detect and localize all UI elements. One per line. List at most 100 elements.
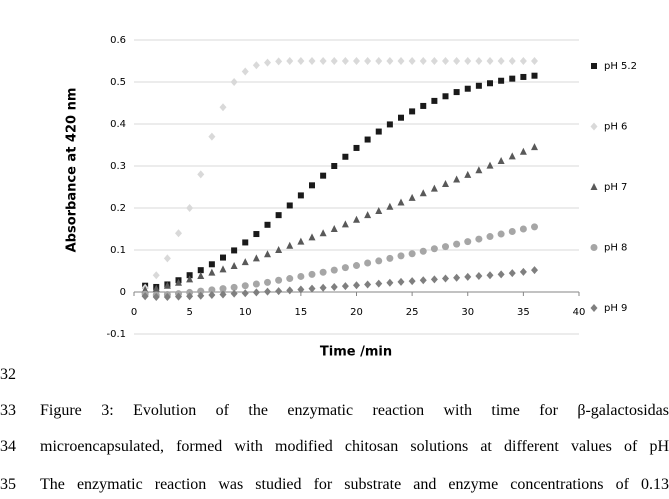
data-point xyxy=(475,57,483,65)
data-point xyxy=(430,245,438,253)
data-point xyxy=(497,230,505,238)
data-point xyxy=(475,272,483,281)
data-point xyxy=(230,283,238,291)
data-point xyxy=(397,57,405,65)
data-point xyxy=(197,170,205,179)
legend-label: pH 5.2 xyxy=(604,61,637,72)
data-point xyxy=(419,276,427,285)
data-point xyxy=(252,288,260,297)
x-tick-label: 20 xyxy=(350,307,363,318)
data-point xyxy=(442,93,449,100)
data-point xyxy=(320,172,327,179)
data-point xyxy=(519,267,527,276)
data-point xyxy=(331,163,338,169)
data-point xyxy=(353,281,360,290)
data-point xyxy=(141,292,149,301)
data-point xyxy=(330,57,338,65)
data-point xyxy=(364,211,372,219)
data-point xyxy=(364,259,372,267)
data-point xyxy=(531,223,538,231)
data-point xyxy=(186,204,194,212)
data-point xyxy=(531,266,538,275)
x-tick-label: 30 xyxy=(461,307,474,318)
data-point xyxy=(197,272,205,280)
data-point xyxy=(330,225,338,232)
data-point xyxy=(342,153,349,160)
data-point xyxy=(464,57,472,65)
data-point xyxy=(497,57,505,65)
data-point xyxy=(264,278,271,286)
data-point xyxy=(464,170,472,178)
chart: Absorbance at 420 nm Time /min -0.1 0 0.1 0… xyxy=(65,35,637,360)
data-point xyxy=(408,277,416,286)
data-point xyxy=(475,235,483,243)
line-number: 33 xyxy=(0,402,16,419)
data-point xyxy=(297,192,304,199)
data-point xyxy=(230,261,238,269)
data-point xyxy=(375,128,382,135)
data-point xyxy=(341,264,349,272)
data-point xyxy=(519,147,527,155)
data-point xyxy=(509,75,516,82)
legend-marker xyxy=(591,63,597,69)
data-point xyxy=(197,287,205,295)
data-point xyxy=(420,102,427,109)
data-point xyxy=(430,57,438,65)
y-tick-label: 0.6 xyxy=(110,35,126,46)
data-point xyxy=(431,97,438,104)
data-point xyxy=(353,262,360,270)
data-point xyxy=(208,290,216,299)
data-point xyxy=(253,231,260,238)
data-point xyxy=(308,57,316,65)
data-point xyxy=(364,136,371,143)
data-point xyxy=(152,271,160,280)
data-point xyxy=(531,143,538,151)
data-point xyxy=(430,184,438,192)
data-point xyxy=(397,252,405,260)
data-point xyxy=(175,292,182,301)
data-point xyxy=(386,121,393,128)
data-point xyxy=(508,152,516,160)
x-tick-label: 5 xyxy=(186,307,192,318)
data-point xyxy=(231,247,238,254)
data-point xyxy=(264,58,271,67)
data-point xyxy=(241,67,249,76)
data-point xyxy=(475,82,482,89)
y-axis-title: Absorbance at 420 nm xyxy=(65,88,80,253)
data-point xyxy=(319,57,327,65)
data-point xyxy=(275,212,282,219)
data-point xyxy=(208,132,216,141)
data-point xyxy=(241,258,249,266)
caption-line: Figure 3: Evolution of the enzymatic rea… xyxy=(40,402,669,419)
data-point xyxy=(220,254,226,261)
data-point xyxy=(364,280,372,289)
data-point xyxy=(163,281,171,289)
y-tick-label: 0.4 xyxy=(110,119,126,130)
data-point xyxy=(497,270,505,279)
data-point xyxy=(264,287,271,296)
data-point xyxy=(230,78,238,86)
data-point xyxy=(308,284,316,293)
data-point xyxy=(375,279,383,288)
x-tick-label: 0 xyxy=(131,307,137,318)
x-tick-label: 40 xyxy=(573,307,586,318)
x-tick-label: 35 xyxy=(517,307,530,318)
data-point xyxy=(219,265,227,273)
legend-label: pH 9 xyxy=(604,303,627,314)
data-point xyxy=(286,286,294,295)
data-point xyxy=(208,268,216,276)
caption-line: microencapsulated, formed with modified … xyxy=(40,438,669,455)
data-point xyxy=(408,57,416,65)
data-point xyxy=(219,103,227,112)
data-point xyxy=(386,278,394,287)
line-number: 34 xyxy=(0,438,16,455)
data-point xyxy=(252,280,260,288)
y-tick-label: -0.1 xyxy=(106,329,126,340)
data-point xyxy=(219,290,227,299)
data-point xyxy=(353,57,360,65)
data-point xyxy=(230,289,238,298)
data-point xyxy=(297,285,305,294)
data-point xyxy=(286,275,294,283)
data-point xyxy=(286,241,294,249)
data-point xyxy=(409,108,416,115)
